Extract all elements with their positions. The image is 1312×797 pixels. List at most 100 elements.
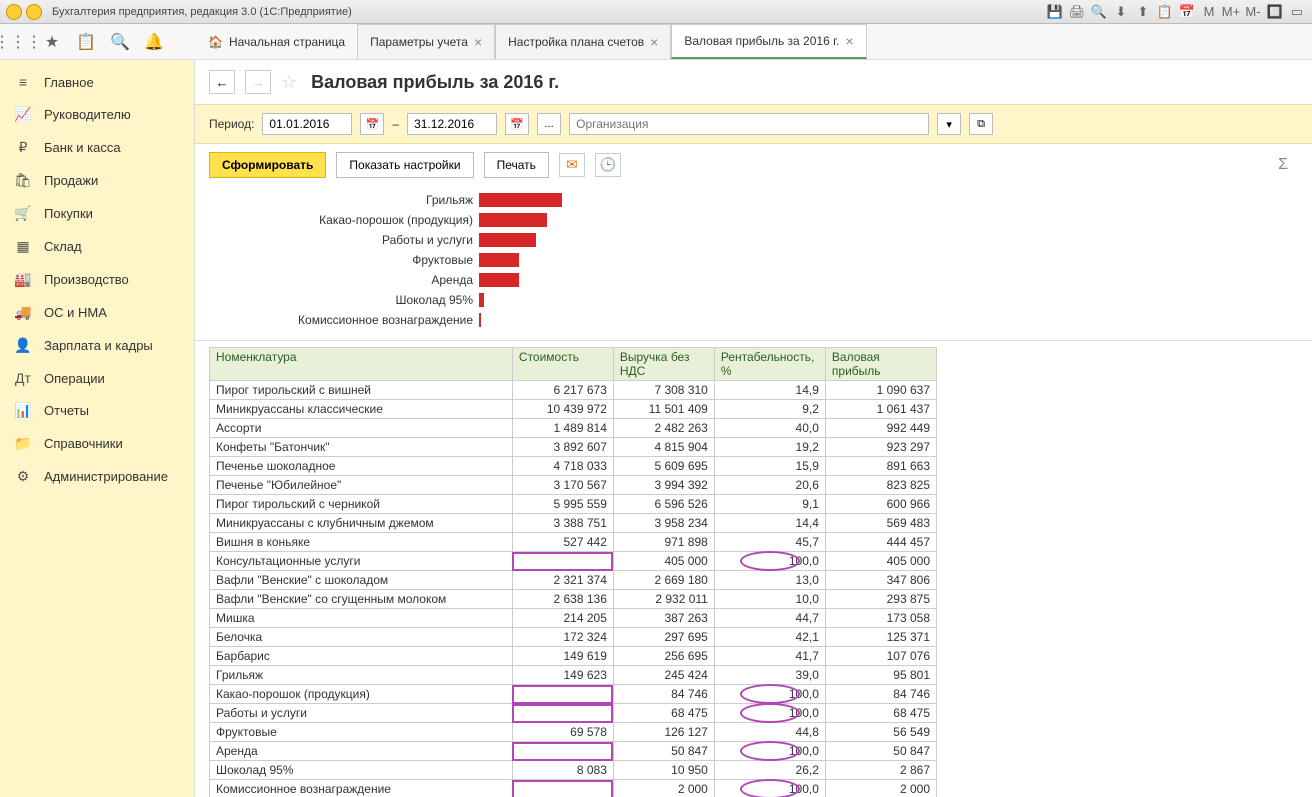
forward-button[interactable]: → [245, 70, 271, 94]
tab-plan-label: Настройка плана счетов [508, 35, 644, 49]
sidebar-item[interactable]: ≡Главное [0, 66, 194, 98]
table-row[interactable]: Вишня в коньяке527 442971 89845,7444 457 [210, 533, 937, 552]
table-row[interactable]: Миникруассаны с клубничным джемом3 388 7… [210, 514, 937, 533]
cell-revenue: 7 308 310 [613, 381, 714, 400]
toolbar-icon[interactable]: 🔍 [110, 32, 130, 52]
sidebar-item[interactable]: ₽Банк и касса [0, 131, 194, 164]
sidebar-item[interactable]: 📁Справочники [0, 427, 194, 460]
table-row[interactable]: Конфеты "Батончик"3 892 6074 815 90419,2… [210, 438, 937, 457]
titlebar-icon[interactable]: 🔍 [1090, 3, 1108, 21]
chart-bar [479, 293, 484, 307]
table-row[interactable]: Миникруассаны классические10 439 97211 5… [210, 400, 937, 419]
chart-label: Какао-порошок (продукция) [209, 213, 479, 227]
toolbar-icon[interactable]: 🔔 [144, 32, 164, 52]
settings-button[interactable]: Показать настройки [336, 152, 473, 178]
cell-revenue: 3 958 234 [613, 514, 714, 533]
sidebar: ≡Главное📈Руководителю₽Банк и касса🛍Прода… [0, 60, 195, 797]
form-button[interactable]: Сформировать [209, 152, 326, 178]
titlebar: Бухгалтерия предприятия, редакция 3.0 (1… [0, 0, 1312, 24]
sidebar-icon: 📁 [14, 435, 32, 452]
sidebar-item[interactable]: 📊Отчеты [0, 394, 194, 427]
table-row[interactable]: Печенье шоколадное4 718 0335 609 69515,9… [210, 457, 937, 476]
titlebar-icon[interactable]: ⬆ [1134, 3, 1152, 21]
cell-profit: 444 457 [825, 533, 936, 552]
close-icon[interactable]: × [845, 33, 853, 49]
table-row[interactable]: Грильяж149 623245 42439,095 801 [210, 666, 937, 685]
cell-revenue: 5 609 695 [613, 457, 714, 476]
data-table: НоменклатураСтоимостьВыручка без НДСРент… [209, 347, 937, 797]
titlebar-icon[interactable]: M- [1244, 3, 1262, 21]
table-row[interactable]: Белочка172 324297 69542,1125 371 [210, 628, 937, 647]
table-row[interactable]: Шоколад 95%8 08310 95026,22 867 [210, 761, 937, 780]
titlebar-icon[interactable]: 🖨 [1068, 3, 1086, 21]
titlebar-icon[interactable]: 📅 [1178, 3, 1196, 21]
favorite-icon[interactable]: ☆ [281, 72, 297, 93]
sidebar-item[interactable]: 🛒Покупки [0, 197, 194, 230]
sidebar-item[interactable]: 👤Зарплата и кадры [0, 329, 194, 362]
org-open-icon[interactable]: ⧉ [969, 113, 993, 135]
table-row[interactable]: Работы и услуги68 475100,068 475 [210, 704, 937, 723]
titlebar-icon[interactable]: 📋 [1156, 3, 1174, 21]
cell-cost [512, 742, 613, 761]
chart-row: Фруктовые [209, 250, 1298, 270]
table-row[interactable]: Вафли "Венские" с шоколадом2 321 3742 66… [210, 571, 937, 590]
table-header: Номенклатура [210, 348, 513, 381]
date-to-input[interactable] [407, 113, 497, 135]
tab-plan[interactable]: Настройка плана счетов × [495, 24, 671, 59]
sidebar-item[interactable]: ⚙Администрирование [0, 460, 194, 493]
table-row[interactable]: Аренда50 847100,050 847 [210, 742, 937, 761]
titlebar-icon[interactable]: ⬇ [1112, 3, 1130, 21]
sidebar-item[interactable]: 🏭Производство [0, 263, 194, 296]
calendar-from-icon[interactable]: 📅 [360, 113, 384, 135]
titlebar-icon[interactable]: ▭ [1288, 3, 1306, 21]
table-row[interactable]: Пирог тирольский с черникой5 995 5596 59… [210, 495, 937, 514]
table-row[interactable]: Вафли "Венские" со сгущенным молоком2 63… [210, 590, 937, 609]
print-button[interactable]: Печать [484, 152, 549, 178]
back-button[interactable]: ← [209, 70, 235, 94]
table-row[interactable]: Фруктовые69 578126 12744,856 549 [210, 723, 937, 742]
cell-cost: 10 439 972 [512, 400, 613, 419]
table-row[interactable]: Какао-порошок (продукция)84 746100,084 7… [210, 685, 937, 704]
table-row[interactable]: Комиссионное вознаграждение2 000100,02 0… [210, 780, 937, 797]
cell-profit: 923 297 [825, 438, 936, 457]
cell-profit: 347 806 [825, 571, 936, 590]
sidebar-item[interactable]: ▦Склад [0, 230, 194, 263]
tab-home[interactable]: 🏠 Начальная страница [196, 24, 357, 59]
organization-input[interactable] [569, 113, 929, 135]
table-row[interactable]: Мишка214 205387 26344,7173 058 [210, 609, 937, 628]
table-row[interactable]: Печенье "Юбилейное"3 170 5673 994 39220,… [210, 476, 937, 495]
period-ellipsis-button[interactable]: ... [537, 113, 561, 135]
tab-params[interactable]: Параметры учета × [357, 24, 495, 59]
cell-profit: 2 000 [825, 780, 936, 797]
table-row[interactable]: Ассорти1 489 8142 482 26340,0992 449 [210, 419, 937, 438]
cell-revenue: 68 475 [613, 704, 714, 723]
toolbar-icon[interactable]: ★ [42, 32, 62, 52]
calendar-to-icon[interactable]: 📅 [505, 113, 529, 135]
table-row[interactable]: Барбарис149 619256 69541,7107 076 [210, 647, 937, 666]
titlebar-icon[interactable]: 💾 [1046, 3, 1064, 21]
sidebar-item[interactable]: 🚚ОС и НМА [0, 296, 194, 329]
toolbar-icon[interactable]: ⋮⋮⋮ [8, 32, 28, 52]
toolbar-icon[interactable]: 📋 [76, 32, 96, 52]
table-row[interactable]: Консультационные услуги405 000100,0405 0… [210, 552, 937, 571]
close-icon[interactable]: × [650, 34, 658, 50]
chart-row: Аренда [209, 270, 1298, 290]
cell-profit: 107 076 [825, 647, 936, 666]
sidebar-item[interactable]: 🛍Продажи [0, 164, 194, 197]
sidebar-item[interactable]: ДтОперации [0, 362, 194, 394]
sigma-icon[interactable]: Σ [1278, 156, 1298, 174]
org-dropdown-icon[interactable]: ▾ [937, 113, 961, 135]
titlebar-icon[interactable]: M+ [1222, 3, 1240, 21]
date-from-input[interactable] [262, 113, 352, 135]
close-icon[interactable]: × [474, 34, 482, 50]
titlebar-icon[interactable]: 🔲 [1266, 3, 1284, 21]
cell-rent: 100,0 [714, 704, 825, 723]
sidebar-item[interactable]: 📈Руководителю [0, 98, 194, 131]
cell-name: Барбарис [210, 647, 513, 666]
titlebar-icon[interactable]: M [1200, 3, 1218, 21]
clock-icon[interactable]: 🕒 [595, 153, 621, 177]
tab-profit[interactable]: Валовая прибыль за 2016 г. × [671, 24, 866, 59]
table-row[interactable]: Пирог тирольский с вишней6 217 6737 308 … [210, 381, 937, 400]
email-icon[interactable]: ✉ [559, 153, 585, 177]
cell-name: Миникруассаны классические [210, 400, 513, 419]
